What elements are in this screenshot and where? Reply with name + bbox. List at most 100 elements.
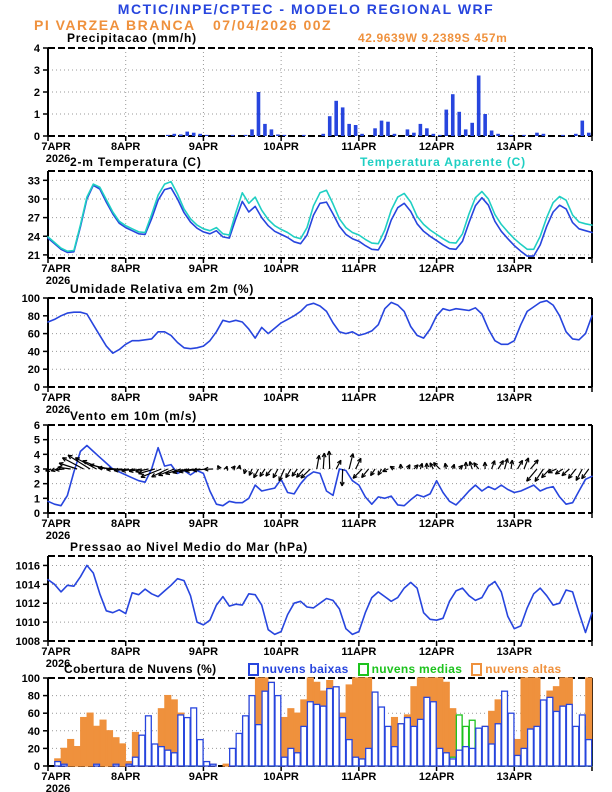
- svg-text:4: 4: [34, 449, 41, 461]
- svg-text:0: 0: [34, 761, 40, 773]
- svg-text:60: 60: [28, 329, 40, 341]
- svg-text:11APR: 11APR: [341, 771, 376, 783]
- svg-text:60: 60: [28, 708, 40, 720]
- svg-text:7APR: 7APR: [41, 518, 70, 530]
- svg-text:10APR: 10APR: [263, 646, 299, 658]
- svg-text:12APR: 12APR: [419, 518, 455, 530]
- svg-text:3: 3: [34, 65, 40, 77]
- svg-text:13APR: 13APR: [497, 392, 533, 404]
- svg-text:4: 4: [34, 43, 41, 55]
- svg-text:8APR: 8APR: [111, 263, 140, 275]
- legend-label-low-clouds: nuvens baixas: [262, 662, 349, 676]
- cloud-legend: nuvens baixas nuvens medias nuvens altas: [248, 662, 571, 676]
- svg-text:33: 33: [28, 175, 40, 187]
- wind-plot: 0 1 2 3 4 5 6 7APR 8APR 9APR 10APR 11APR 12APR 13APR 2…: [34, 420, 593, 542]
- legend-label-high-clouds: nuvens altas: [485, 662, 562, 676]
- svg-text:2026: 2026: [46, 530, 70, 542]
- svg-text:12APR: 12APR: [419, 392, 455, 404]
- svg-text:8APR: 8APR: [111, 392, 140, 404]
- svg-text:30: 30: [28, 194, 40, 206]
- svg-text:80: 80: [28, 311, 40, 323]
- svg-text:13APR: 13APR: [497, 771, 533, 783]
- svg-text:9APR: 9APR: [189, 518, 218, 530]
- svg-text:8APR: 8APR: [111, 518, 140, 530]
- high-clouds-swatch-icon: [471, 662, 483, 676]
- svg-text:12APR: 12APR: [419, 141, 455, 153]
- svg-text:1014: 1014: [16, 579, 41, 591]
- svg-text:7APR: 7APR: [41, 646, 70, 658]
- svg-text:7APR: 7APR: [41, 392, 70, 404]
- svg-text:0: 0: [34, 508, 40, 520]
- run-datetime-label: 07/04/2026 00Z: [213, 17, 333, 33]
- svg-text:0: 0: [34, 382, 40, 394]
- location-label: 42.9639W 9.2389S 457m: [358, 31, 508, 45]
- svg-text:20: 20: [28, 743, 40, 755]
- panel-title-precipitation: Precipitacao (mm/h): [67, 31, 197, 45]
- svg-text:2: 2: [34, 479, 40, 491]
- panel-title-clouds: Cobertura de Nuvens (%): [64, 662, 217, 676]
- svg-text:27: 27: [28, 213, 40, 225]
- low-clouds-swatch-icon: [248, 662, 259, 676]
- svg-text:11APR: 11APR: [341, 646, 376, 658]
- clouds-plot: 0 20 40 60 80 100 7APR 8APR 9APR 10APR 11APR 12APR 1…: [22, 673, 593, 792]
- svg-text:9APR: 9APR: [189, 141, 218, 153]
- svg-text:24: 24: [28, 231, 41, 243]
- page-title: MCTIC/INPE/CPTEC - MODELO REGIONAL WRF: [117, 1, 495, 17]
- svg-text:2026: 2026: [46, 783, 70, 792]
- svg-text:1010: 1010: [16, 617, 40, 629]
- svg-text:40: 40: [28, 726, 40, 738]
- svg-text:40: 40: [28, 346, 40, 358]
- svg-text:2026: 2026: [46, 275, 70, 287]
- svg-text:10APR: 10APR: [263, 518, 299, 530]
- panel-title-temperature: 2-m Temperatura (C): [70, 155, 202, 169]
- svg-text:9APR: 9APR: [189, 771, 218, 783]
- panel-title-wind: Vento em 10m (m/s): [70, 409, 198, 423]
- svg-text:13APR: 13APR: [497, 518, 533, 530]
- svg-text:11APR: 11APR: [341, 263, 376, 275]
- legend-item-low-clouds: nuvens baixas: [248, 662, 349, 676]
- svg-text:10APR: 10APR: [263, 771, 299, 783]
- svg-text:11APR: 11APR: [341, 392, 376, 404]
- svg-text:6: 6: [34, 420, 40, 432]
- temperature-plot: 21 24 27 30 33 7APR 8APR 9APR 10APR 11APR 12APR 13A…: [28, 170, 593, 287]
- svg-text:13APR: 13APR: [497, 141, 533, 153]
- svg-text:8APR: 8APR: [111, 141, 140, 153]
- svg-text:13APR: 13APR: [497, 646, 533, 658]
- svg-text:12APR: 12APR: [419, 263, 455, 275]
- svg-text:10APR: 10APR: [263, 263, 299, 275]
- legend-label-mid-clouds: nuvens medias: [371, 662, 463, 676]
- svg-text:7APR: 7APR: [41, 771, 70, 783]
- svg-text:1016: 1016: [16, 560, 40, 572]
- legend-item-high-clouds: nuvens altas: [471, 662, 561, 676]
- mid-clouds-swatch-icon: [357, 662, 369, 676]
- svg-text:7APR: 7APR: [41, 141, 70, 153]
- svg-text:1: 1: [34, 109, 40, 121]
- svg-text:5: 5: [34, 435, 40, 447]
- svg-text:7APR: 7APR: [41, 263, 70, 275]
- svg-text:2026: 2026: [46, 658, 70, 670]
- panel-title-pressure: Pressao ao Nivel Medio do Mar (hPa): [70, 540, 309, 554]
- svg-text:20: 20: [28, 364, 40, 376]
- svg-text:8APR: 8APR: [111, 771, 140, 783]
- svg-text:9APR: 9APR: [189, 263, 218, 275]
- svg-text:100: 100: [22, 673, 40, 685]
- svg-text:0: 0: [34, 131, 40, 143]
- svg-text:11APR: 11APR: [341, 141, 376, 153]
- svg-text:8APR: 8APR: [111, 646, 140, 658]
- svg-text:1012: 1012: [16, 598, 40, 610]
- svg-text:100: 100: [22, 293, 40, 305]
- svg-text:10APR: 10APR: [263, 392, 299, 404]
- svg-text:2: 2: [34, 87, 40, 99]
- svg-text:12APR: 12APR: [419, 646, 455, 658]
- precipitation-plot: 0 1 2 3 4 7APR 8APR 9APR 10APR 11APR 12APR 13APR 202…: [34, 43, 593, 165]
- svg-text:9APR: 9APR: [189, 392, 218, 404]
- humidity-plot: 0 20 40 60 80 100 7APR 8APR 9APR 10APR 11APR 12APR 1…: [22, 293, 593, 416]
- svg-text:10APR: 10APR: [263, 141, 299, 153]
- panel-title-humidity: Umidade Relativa em 2m (%): [70, 282, 255, 296]
- pressure-plot: 1008 1010 1012 1014 1016 7APR 8APR 9APR 10APR 11A…: [16, 555, 593, 670]
- svg-text:12APR: 12APR: [419, 771, 455, 783]
- svg-text:1008: 1008: [16, 636, 40, 648]
- svg-text:80: 80: [28, 691, 40, 703]
